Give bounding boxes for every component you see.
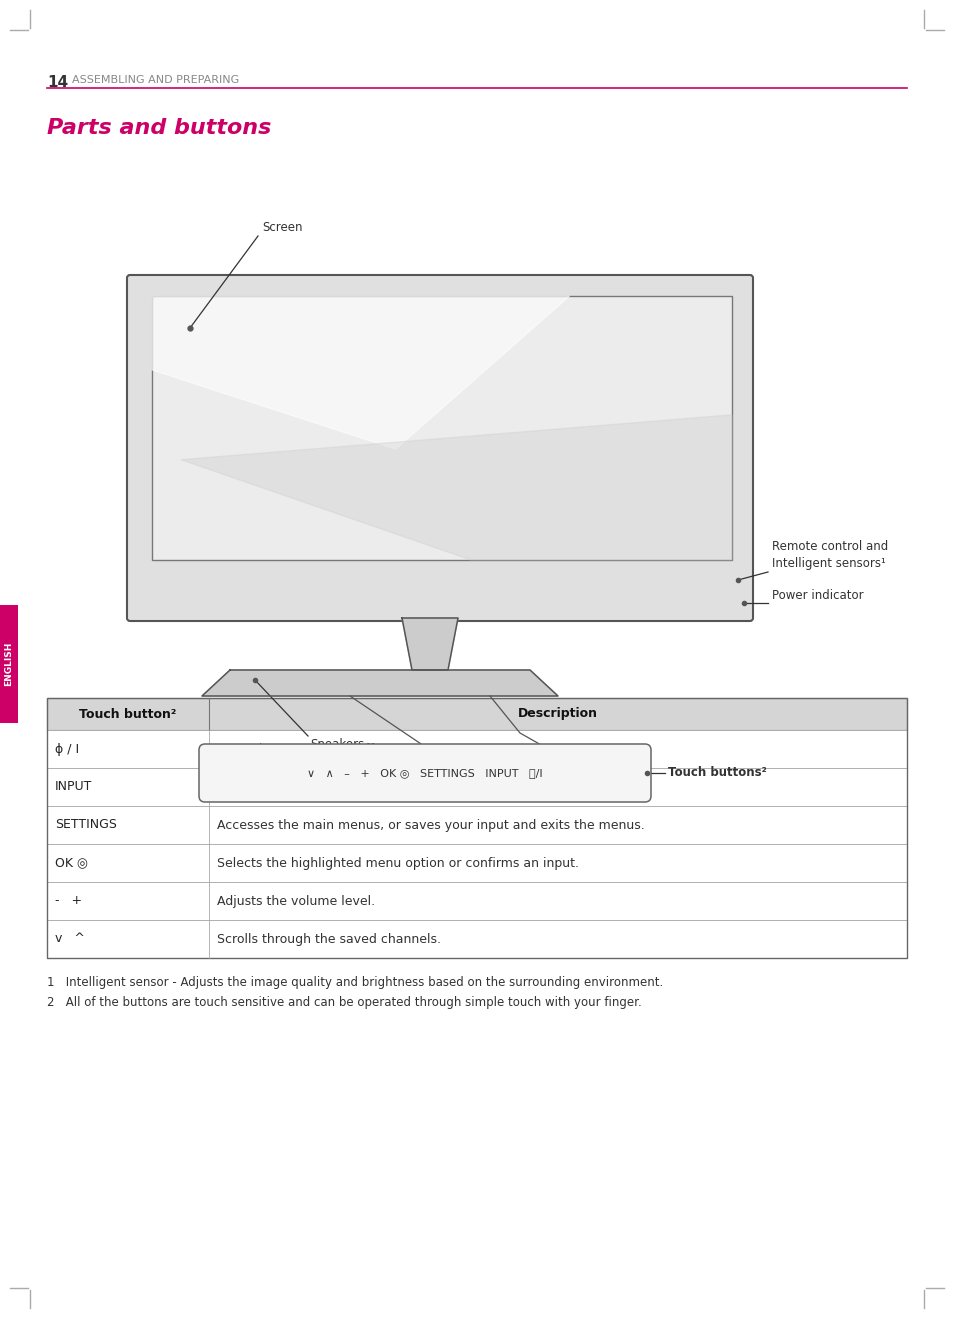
Text: ENGLISH: ENGLISH <box>5 642 13 687</box>
Text: -   +: - + <box>55 895 82 908</box>
Text: Parts and buttons: Parts and buttons <box>47 119 271 138</box>
Text: Remote control and
Intelligent sensors¹: Remote control and Intelligent sensors¹ <box>771 540 887 569</box>
Text: OK ◎: OK ◎ <box>55 857 88 870</box>
Bar <box>152 297 731 560</box>
Polygon shape <box>401 618 457 670</box>
Text: Touch buttons²: Touch buttons² <box>667 767 766 779</box>
Bar <box>47 882 906 920</box>
Text: Adjusts the volume level.: Adjusts the volume level. <box>216 895 375 908</box>
Text: 2   All of the buttons are touch sensitive and can be operated through simple to: 2 All of the buttons are touch sensitive… <box>47 996 641 1010</box>
Text: Changes the input source.: Changes the input source. <box>216 780 381 793</box>
FancyBboxPatch shape <box>199 743 650 801</box>
Text: 14: 14 <box>47 75 68 90</box>
Text: Touch button²: Touch button² <box>79 708 176 721</box>
Text: ϕ / I: ϕ / I <box>55 742 79 755</box>
Bar <box>47 807 906 844</box>
Polygon shape <box>202 670 558 696</box>
Bar <box>47 844 906 882</box>
Text: ASSEMBLING AND PREPARING: ASSEMBLING AND PREPARING <box>71 75 239 84</box>
Polygon shape <box>181 415 731 560</box>
Text: 1   Intelligent sensor - Adjusts the image quality and brightness based on the s: 1 Intelligent sensor - Adjusts the image… <box>47 977 662 988</box>
Text: Selects the highlighted menu option or confirms an input.: Selects the highlighted menu option or c… <box>216 857 578 870</box>
Text: Scrolls through the saved channels.: Scrolls through the saved channels. <box>216 933 440 945</box>
FancyBboxPatch shape <box>127 275 752 621</box>
Text: Power indicator: Power indicator <box>771 589 862 602</box>
Text: Turns the power on or off.: Turns the power on or off. <box>216 742 376 755</box>
Bar <box>47 768 906 807</box>
Text: Screen: Screen <box>262 221 302 235</box>
Text: Accesses the main menus, or saves your input and exits the menus.: Accesses the main menus, or saves your i… <box>216 818 644 832</box>
Bar <box>47 699 906 730</box>
Text: SETTINGS: SETTINGS <box>55 818 117 832</box>
Text: v   ^: v ^ <box>55 933 85 945</box>
Bar <box>47 730 906 768</box>
Text: ∨   ∧   –   +   OK ◎   SETTINGS   INPUT   ⏻/I: ∨ ∧ – + OK ◎ SETTINGS INPUT ⏻/I <box>307 768 542 778</box>
Bar <box>0 605 18 724</box>
Bar <box>47 699 906 958</box>
Text: Description: Description <box>517 708 598 721</box>
Bar <box>47 920 906 958</box>
Text: INPUT: INPUT <box>55 780 92 793</box>
Text: Speakers: Speakers <box>310 738 364 751</box>
Polygon shape <box>152 297 569 449</box>
